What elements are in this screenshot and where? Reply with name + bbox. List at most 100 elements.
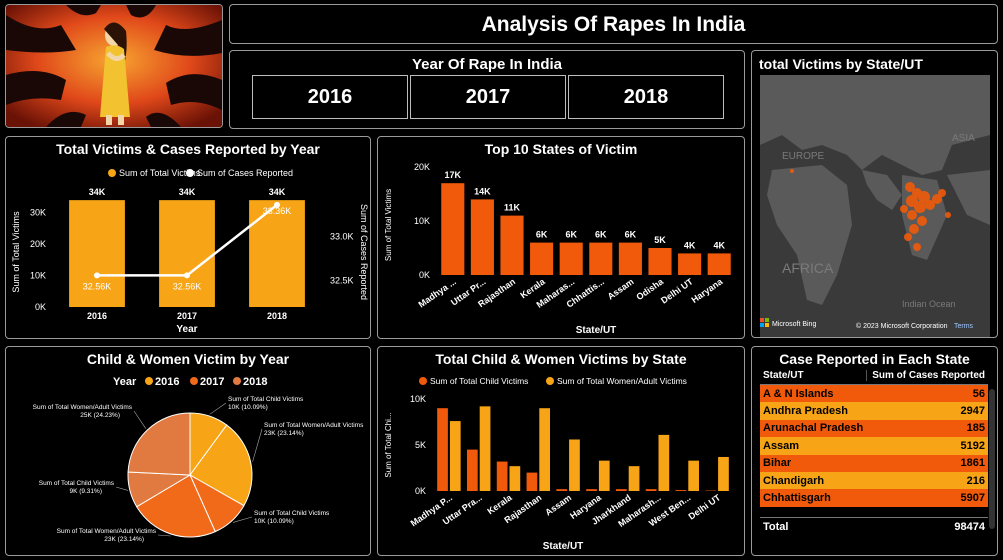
bar[interactable] xyxy=(530,242,554,275)
bar[interactable] xyxy=(449,421,461,491)
pie-slice[interactable] xyxy=(189,424,253,507)
map-bubble[interactable] xyxy=(917,216,927,226)
map-bubble[interactable] xyxy=(900,205,908,213)
map-bubble[interactable] xyxy=(907,210,917,220)
map-bubble[interactable] xyxy=(909,224,919,234)
pie-slice[interactable] xyxy=(136,474,216,538)
year-slicer-2017[interactable]: 2017 xyxy=(410,75,566,119)
legend-label[interactable]: Sum of Total Victims xyxy=(119,168,201,178)
pie-slice-value: 10K (10.09%) xyxy=(254,518,294,525)
bar[interactable] xyxy=(688,460,700,491)
bar[interactable] xyxy=(658,434,670,491)
legend-label[interactable]: Sum of Cases Reported xyxy=(197,168,293,178)
y-tick-label: 20K xyxy=(414,162,430,172)
bar[interactable] xyxy=(479,406,491,491)
legend-label[interactable]: Sum of Total Child Victims xyxy=(430,376,528,386)
bar[interactable] xyxy=(707,253,731,275)
chart-title: Top 10 States of Victim xyxy=(485,141,638,157)
x-axis-label: State/UT xyxy=(543,541,584,552)
year-slicer-title: Year Of Rape In India xyxy=(411,56,563,73)
x-tick-label: 2017 xyxy=(177,311,197,321)
bar[interactable] xyxy=(437,408,448,491)
map-bubbles[interactable] xyxy=(790,169,951,251)
victim-illustration xyxy=(6,5,222,127)
bar[interactable] xyxy=(69,200,125,307)
year-slicer-2018[interactable]: 2018 xyxy=(568,75,724,119)
cell-cases: 5907 xyxy=(960,492,985,505)
map-terms-link[interactable]: Terms xyxy=(954,323,974,330)
legend-label[interactable]: 2018 xyxy=(243,376,267,388)
legend-label[interactable]: Sum of Total Women/Adult Victims xyxy=(557,376,687,386)
bar[interactable] xyxy=(526,472,538,491)
line-point[interactable] xyxy=(274,201,280,208)
bar[interactable] xyxy=(586,489,597,491)
bar[interactable] xyxy=(618,242,642,275)
map-bubble[interactable] xyxy=(914,201,926,213)
map-bubble[interactable] xyxy=(945,212,951,218)
victims-cases-panel: Total Victims & Cases Reported by Year Su… xyxy=(5,136,371,339)
pie-leader-line xyxy=(133,410,147,429)
bar[interactable] xyxy=(615,489,627,491)
bar[interactable] xyxy=(675,490,687,491)
table-row[interactable]: Bihar 1861 xyxy=(760,454,988,472)
bar[interactable] xyxy=(556,489,568,491)
legend-label[interactable]: 2016 xyxy=(155,376,179,388)
line-point[interactable] xyxy=(184,272,190,279)
table-row[interactable]: Assam 5192 xyxy=(760,437,988,455)
bar[interactable] xyxy=(441,183,465,275)
map-bubble[interactable] xyxy=(918,191,930,203)
line-point[interactable] xyxy=(94,272,100,279)
bar[interactable] xyxy=(569,439,580,491)
map-bubble[interactable] xyxy=(790,169,794,173)
bar[interactable] xyxy=(470,199,494,275)
bar[interactable] xyxy=(598,460,610,491)
y-tick-label: 0K xyxy=(419,270,430,280)
table-row[interactable]: Andhra Pradesh 2947 xyxy=(760,402,988,420)
bar[interactable] xyxy=(559,242,583,275)
bar[interactable] xyxy=(466,449,478,491)
map-bubble[interactable] xyxy=(932,194,942,204)
child-women-state-chart[interactable]: Total Child & Women Victims by State Sum … xyxy=(378,347,744,555)
table-row[interactable]: A & N Islands 56 xyxy=(760,385,988,403)
bar[interactable] xyxy=(539,408,551,491)
pie-leader-line xyxy=(252,428,263,462)
column-header-state[interactable]: State/UT xyxy=(763,370,804,381)
bar[interactable] xyxy=(645,489,657,491)
table-scrollbar[interactable] xyxy=(989,389,995,529)
year-slicer-2016[interactable]: 2016 xyxy=(252,75,408,119)
bar[interactable] xyxy=(628,466,640,491)
cases-table-panel: Case Reported in Each State State/UT Sum… xyxy=(751,346,998,556)
table-row[interactable]: Arunachal Pradesh 185 xyxy=(760,419,988,438)
bar-data-label: 17K xyxy=(445,170,462,180)
y-tick-label: 0K xyxy=(35,302,46,312)
map-bubble[interactable] xyxy=(904,233,912,241)
table-row[interactable]: Chhattisgarh 5907 xyxy=(760,489,988,507)
pie-slice[interactable] xyxy=(127,412,191,476)
bar[interactable] xyxy=(159,200,215,307)
y-tick-label: 20K xyxy=(30,239,46,249)
top10-states-chart[interactable]: Top 10 States of Victim 0K 10K 20K Sum of To… xyxy=(378,137,744,338)
map-bubble[interactable] xyxy=(905,182,915,192)
victims-cases-chart[interactable]: Total Victims & Cases Reported by Year Su… xyxy=(6,137,370,338)
bar[interactable] xyxy=(496,461,508,491)
bar[interactable] xyxy=(589,242,613,275)
child-women-pie-chart[interactable]: Child & Women Victim by Year Year 2016 2017… xyxy=(6,347,370,555)
map-bubble[interactable] xyxy=(938,189,946,197)
table-row[interactable]: Chandigarh 216 xyxy=(760,471,988,490)
x-tick-label: Assam xyxy=(606,276,636,301)
map-label-africa: AFRICA xyxy=(782,260,834,276)
bar[interactable] xyxy=(648,248,672,275)
legend-label[interactable]: 2017 xyxy=(200,376,224,388)
legend-marker xyxy=(190,377,198,385)
column-header-cases[interactable]: Sum of Cases Reported xyxy=(866,370,988,381)
bar[interactable] xyxy=(718,456,729,491)
map-bubble[interactable] xyxy=(913,243,921,251)
victims-map[interactable]: EUROPE ASIA AFRICA Indian Ocean xyxy=(752,75,997,337)
bar[interactable] xyxy=(509,466,521,491)
map-bubble[interactable] xyxy=(925,200,935,210)
cases-table-title: Case Reported in Each State xyxy=(779,351,970,367)
cases-table[interactable]: State/UT Sum of Cases Reported A & N Isl… xyxy=(760,367,988,537)
bar[interactable] xyxy=(678,253,702,275)
bar[interactable] xyxy=(249,200,305,307)
bar[interactable] xyxy=(500,215,524,275)
